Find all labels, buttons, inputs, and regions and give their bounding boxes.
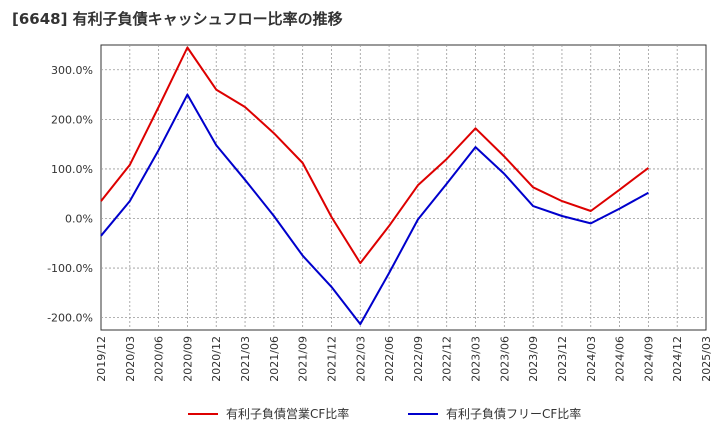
- legend-label-1: 有利子負債営業CF比率: [226, 406, 349, 421]
- x-tick-label: 2023/03: [470, 336, 483, 382]
- plot-area: [100, 44, 707, 331]
- x-tick-label: 2021/03: [239, 336, 252, 382]
- y-tick-label: 300.0%: [51, 64, 93, 77]
- series-line-2: [100, 93, 649, 326]
- x-tick-label: 2019/12: [95, 336, 108, 382]
- x-tick-label: 2024/06: [614, 336, 627, 382]
- series-line-1: [100, 46, 650, 265]
- x-tick-label: 2020/06: [153, 336, 166, 382]
- x-tick-label: 2022/09: [412, 336, 425, 382]
- x-tick-label: 2021/06: [268, 336, 281, 382]
- x-tick-label: 2020/12: [210, 336, 223, 382]
- y-tick-label: 200.0%: [51, 113, 93, 126]
- y-tick-label: 0.0%: [65, 212, 93, 225]
- x-tick-label: 2020/03: [124, 336, 137, 382]
- x-tick-label: 2021/12: [325, 336, 338, 382]
- x-tick-label: 2024/09: [642, 336, 655, 382]
- x-tick-label: 2023/12: [556, 336, 569, 382]
- chart-title: [6648] 有利子負債キャッシュフロー比率の推移: [12, 10, 343, 28]
- x-tick-label: 2022/12: [441, 336, 454, 382]
- x-tick-label: 2022/03: [354, 336, 367, 382]
- x-tick-label: 2025/03: [700, 336, 713, 382]
- legend-label-2: 有利子負債フリーCF比率: [446, 406, 581, 421]
- x-tick-label: 2021/09: [297, 336, 310, 382]
- y-tick-label: 100.0%: [51, 163, 93, 176]
- x-tick-label: 2024/12: [671, 336, 684, 382]
- x-tick-label: 2020/09: [181, 336, 194, 382]
- x-tick-label: 2024/03: [585, 336, 598, 382]
- y-tick-label: -200.0%: [47, 312, 93, 325]
- x-tick-label: 2022/06: [383, 336, 396, 382]
- x-tick-label: 2023/09: [527, 336, 540, 382]
- x-tick-label: 2023/06: [498, 336, 511, 382]
- y-tick-label: -100.0%: [47, 262, 93, 275]
